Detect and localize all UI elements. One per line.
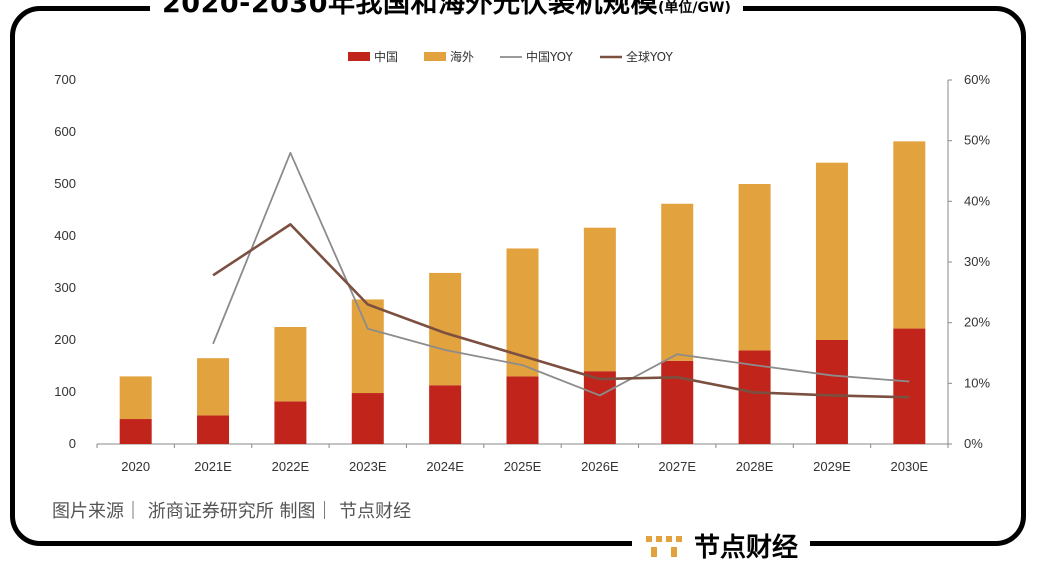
x-tick-label: 2023E (349, 459, 387, 474)
x-tick-label: 2026E (581, 459, 619, 474)
bar-china (815, 340, 848, 444)
bar-china (119, 419, 152, 444)
bar-china (429, 385, 462, 444)
left-tick-label: 100 (54, 384, 76, 399)
brand-tag: 节点财经 (632, 533, 811, 563)
legend-label: 中国 (374, 49, 398, 64)
x-tick-label: 2029E (813, 459, 851, 474)
bar-overseas (815, 162, 848, 340)
bar-china (506, 376, 539, 444)
x-tick-label: 2020 (121, 459, 150, 474)
bar-overseas (738, 184, 771, 351)
left-tick-label: 700 (54, 72, 76, 87)
right-tick-label: 30% (964, 254, 990, 269)
line-china-yoy (212, 151, 910, 397)
chart-title-unit: (单位/GW) (658, 0, 731, 16)
x-tick-label: 2022E (272, 459, 310, 474)
x-tick-label: 2027E (658, 459, 696, 474)
chart-title: 2020-2030年我国和海外光伏装机规模(单位/GW) (150, 0, 743, 18)
legend-swatch-china (348, 52, 370, 61)
x-tick-label: 2030E (891, 459, 929, 474)
source-caption: 图片来源｜ 浙商证券研究所 制图｜ 节点财经 (52, 501, 412, 522)
x-tick-label: 2021E (194, 459, 232, 474)
left-tick-label: 0 (69, 436, 76, 451)
brand-logo-icon (646, 536, 682, 557)
left-tick-label: 300 (54, 280, 76, 295)
x-tick-label: 2025E (504, 459, 542, 474)
bar-china (661, 360, 694, 444)
bar-china (274, 401, 307, 444)
bar-overseas (351, 299, 384, 394)
bar-china (583, 371, 616, 444)
bar-overseas (119, 376, 152, 420)
bar-china (197, 415, 230, 444)
legend-label: 中国YOY (526, 49, 573, 64)
right-tick-label: 60% (964, 72, 990, 87)
right-tick-label: 20% (964, 315, 990, 330)
left-tick-label: 200 (54, 332, 76, 347)
left-tick-label: 400 (54, 228, 76, 243)
legend-swatch-overseas (424, 52, 446, 61)
legend-label: 全球YOY (626, 49, 673, 64)
chart-title-text: 2020-2030年我国和海外光伏装机规模 (162, 0, 658, 19)
right-tick-label: 10% (964, 375, 990, 390)
legend-label: 海外 (450, 49, 474, 64)
line-global-yoy (212, 223, 910, 399)
right-tick-label: 0% (964, 436, 983, 451)
bar-china (893, 328, 926, 444)
x-tick-label: 2024E (426, 459, 464, 474)
right-tick-label: 50% (964, 133, 990, 148)
left-tick-label: 500 (54, 176, 76, 191)
x-tick-label: 2028E (736, 459, 774, 474)
bar-overseas (661, 203, 694, 361)
right-tick-label: 40% (964, 193, 990, 208)
brand-name: 节点财经 (694, 533, 799, 563)
bar-overseas (583, 227, 616, 372)
bar-overseas (197, 358, 230, 416)
bar-overseas (893, 141, 926, 329)
bar-china (351, 393, 384, 444)
left-tick-label: 600 (54, 124, 76, 139)
bar-overseas (274, 327, 307, 402)
